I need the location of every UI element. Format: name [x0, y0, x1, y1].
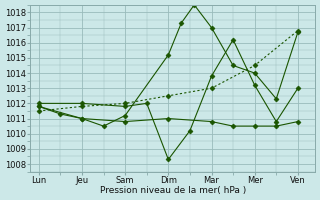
X-axis label: Pression niveau de la mer( hPa ): Pression niveau de la mer( hPa ) [100, 186, 246, 195]
